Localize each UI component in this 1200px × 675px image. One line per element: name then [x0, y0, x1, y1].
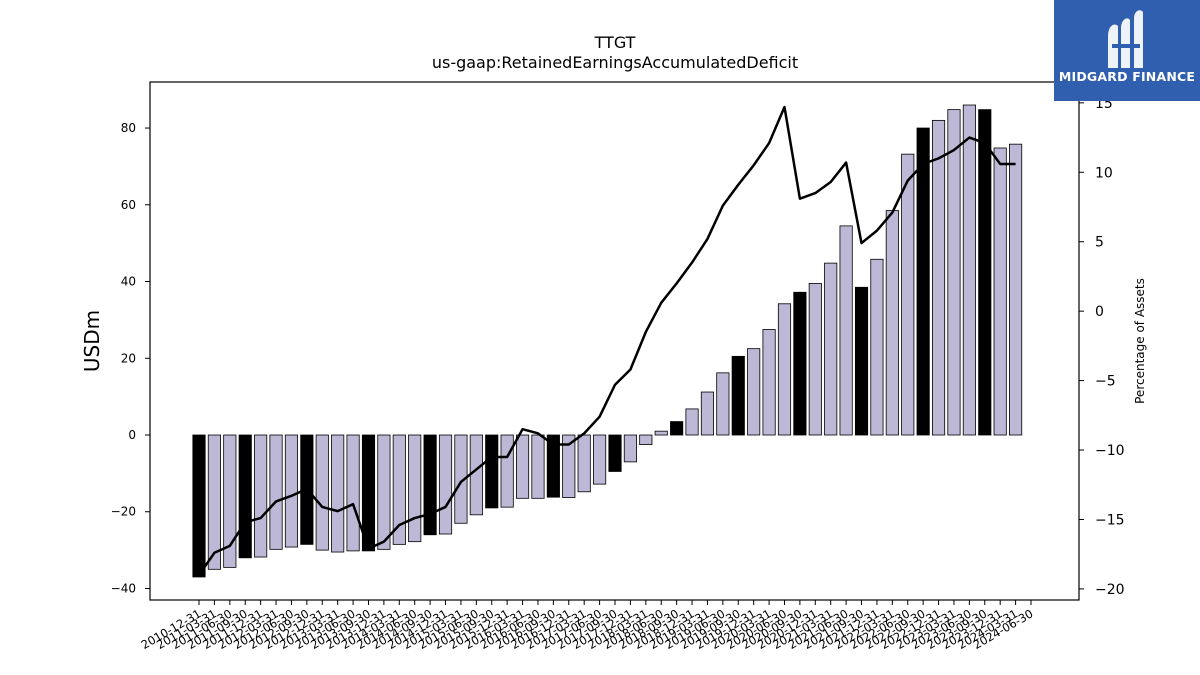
line-layer — [197, 105, 1016, 576]
bar-2014-09-30 — [423, 434, 437, 536]
bar-2013-03-31 — [331, 434, 345, 553]
bar-2020-03-31 — [762, 329, 776, 436]
chart-title: TTGT — [594, 33, 636, 52]
y2-axis-label: Percentage of Assets — [1133, 278, 1147, 404]
bar-2013-06-30 — [346, 434, 360, 552]
y-tick-label: −20 — [111, 505, 136, 519]
y-tick-label: 20 — [121, 351, 136, 365]
bar-2020-06-30 — [777, 303, 792, 436]
bar-2016-06-30 — [531, 434, 545, 499]
bar-2011-09-30 — [238, 434, 252, 559]
bar-2023-12-31 — [993, 147, 1007, 436]
bar-2015-12-31 — [500, 434, 514, 508]
logo-mark-icon — [1108, 10, 1143, 68]
y2-tick-label: 10 — [1095, 165, 1113, 181]
bar-2017-12-31 — [623, 434, 637, 463]
bar-2014-03-31 — [392, 434, 406, 545]
pct-assets-line — [197, 105, 1016, 576]
bar-2012-03-31 — [269, 434, 283, 550]
chart-subtitle: us-gaap:RetainedEarningsAccumulatedDefic… — [432, 53, 798, 72]
y-tick-label: 0 — [128, 428, 136, 442]
bar-2022-09-30 — [916, 127, 930, 436]
bar-2012-12-31 — [315, 434, 329, 551]
bar-2019-03-31 — [700, 391, 715, 436]
bar-2024-03-31 — [1009, 143, 1023, 436]
logo-text: MIDGARD FINANCE — [1058, 69, 1196, 84]
bar-2015-06-30 — [469, 434, 483, 516]
y2-tick-label: 0 — [1095, 304, 1104, 320]
bar-2018-03-31 — [639, 434, 653, 446]
x-axis: 2010-12-312011-03-312011-06-302011-09-30… — [139, 600, 1036, 652]
y-tick-label: 80 — [121, 121, 136, 135]
bar-2015-03-31 — [454, 434, 468, 524]
y-axis-label: USDm — [80, 310, 104, 372]
bar-2017-06-30 — [593, 434, 607, 485]
bar-2021-12-31 — [870, 258, 884, 436]
bar-2014-06-30 — [408, 434, 422, 543]
bars-layer — [192, 104, 1023, 578]
bar-2016-03-31 — [515, 434, 530, 499]
bar-2016-12-31 — [562, 434, 576, 498]
bar-2017-03-31 — [577, 434, 591, 493]
midgard-finance-logo: MIDGARD FINANCE — [1054, 0, 1200, 101]
y-axis-left: −40 −20 0 20 40 60 80 — [111, 121, 150, 595]
bar-2010-12-31 — [192, 434, 206, 578]
bar-2022-06-30 — [901, 153, 915, 436]
bar-2018-09-30 — [670, 421, 684, 436]
y2-tick-label: −10 — [1095, 443, 1125, 459]
bar-2023-09-30 — [978, 109, 992, 436]
bar-2021-03-31 — [824, 262, 838, 436]
bar-2011-03-31 — [207, 434, 221, 570]
bar-2017-09-30 — [608, 434, 622, 472]
bar-2019-09-30 — [731, 355, 745, 436]
bar-2011-12-31 — [254, 434, 268, 558]
bar-2019-06-30 — [716, 372, 730, 436]
bar-2011-06-30 — [223, 434, 237, 568]
bar-2022-12-31 — [931, 119, 946, 436]
bar-2021-09-30 — [854, 286, 869, 436]
bar-2023-06-30 — [962, 104, 976, 436]
bar-2023-03-31 — [947, 109, 961, 436]
bar-2014-12-31 — [438, 434, 453, 535]
bar-2018-06-30 — [654, 430, 668, 436]
bar-2013-09-30 — [361, 434, 376, 552]
bar-2022-03-31 — [885, 210, 899, 436]
bar-2020-09-30 — [793, 291, 807, 436]
bar-2019-12-31 — [747, 348, 761, 436]
y2-tick-label: −15 — [1095, 512, 1125, 528]
bar-2020-12-31 — [808, 283, 822, 436]
bar-2018-12-31 — [685, 408, 699, 436]
y-tick-label: 40 — [121, 275, 136, 289]
bar-2015-09-30 — [485, 434, 499, 509]
y-tick-label: 60 — [121, 198, 136, 212]
y2-tick-label: −20 — [1095, 582, 1125, 598]
bar-2012-06-30 — [284, 434, 299, 548]
y2-tick-label: 5 — [1095, 235, 1104, 251]
bar-2016-09-30 — [546, 434, 560, 498]
bar-2013-12-31 — [377, 434, 391, 550]
y2-tick-label: −5 — [1095, 374, 1116, 390]
y-tick-label: −40 — [111, 581, 136, 595]
bar-2021-06-30 — [839, 225, 853, 436]
